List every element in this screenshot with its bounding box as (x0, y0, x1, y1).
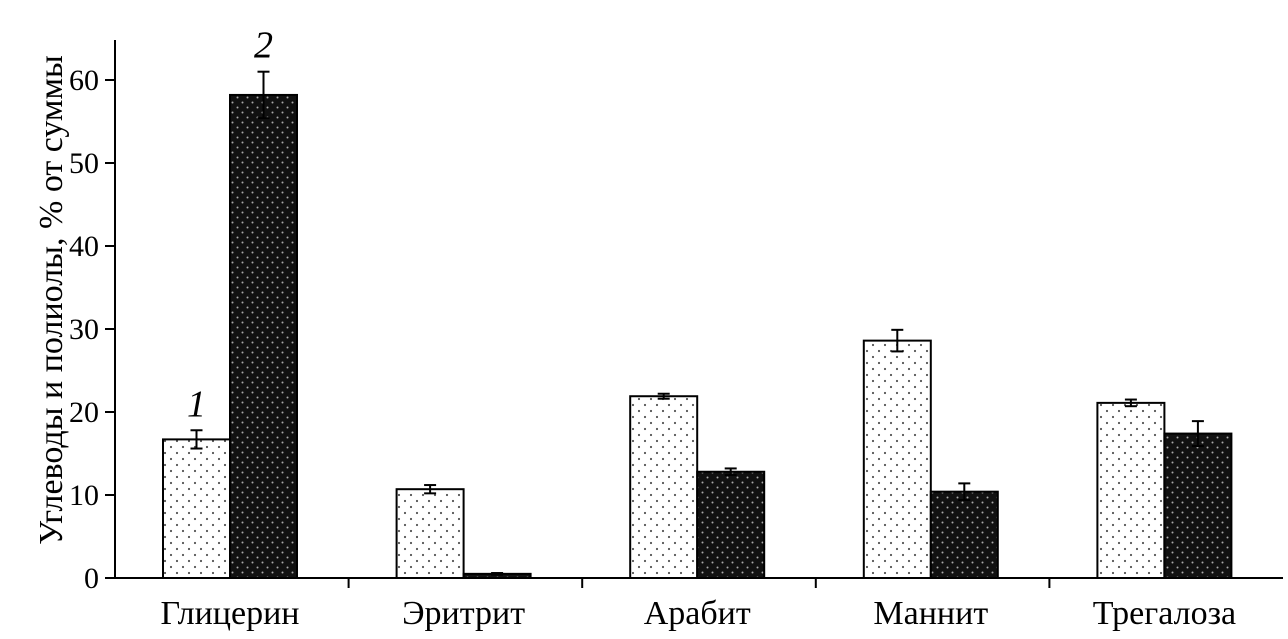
error-bar (958, 482, 971, 501)
bar-series-2-1 (229, 93, 298, 579)
bar-series-1-4 (862, 339, 932, 579)
series-labels: 12 (187, 25, 273, 426)
error-bar (891, 328, 904, 353)
y-tick-label: 50 (69, 147, 99, 180)
x-category-label: Эритрит (402, 595, 525, 632)
error-bar (190, 429, 203, 450)
x-category-label: Глицерин (161, 595, 300, 632)
error-bar (724, 467, 737, 477)
y-tick-label: 10 (69, 479, 99, 512)
bar-series-2-5 (1163, 432, 1233, 579)
y-axis-ticks: 0 10 20 30 40 50 60 (69, 64, 115, 595)
bar-series-1-5 (1096, 401, 1166, 579)
bar-series-2-4 (929, 490, 999, 579)
error-bar (1124, 398, 1137, 408)
x-category-label: Арабит (644, 595, 751, 632)
y-axis-title: Углеводы и полиолы, % от суммы (33, 55, 70, 545)
y-tick-label: 0 (84, 562, 99, 595)
x-axis-ticks: Глицерин Эритрит Арабит Маннит Трегалоза (161, 578, 1236, 632)
error-bar (424, 484, 437, 495)
series-label-1: 1 (187, 383, 206, 425)
error-bar (657, 392, 670, 400)
bar-series-1-3 (629, 395, 699, 580)
x-category-label: Маннит (873, 595, 988, 632)
bar-series-1-2 (395, 488, 465, 579)
error-bar (257, 70, 270, 120)
y-tick-label: 60 (69, 64, 99, 97)
bar-series-1-1 (162, 438, 231, 580)
error-bars (190, 70, 1204, 576)
error-bar (1191, 420, 1204, 448)
y-tick-label: 20 (69, 396, 99, 429)
y-tick-label: 40 (69, 230, 99, 263)
error-bar (491, 572, 504, 576)
x-category-label: Трегалоза (1093, 595, 1236, 632)
bars (162, 93, 1233, 580)
bar-series-2-3 (696, 470, 766, 580)
series-label-2: 2 (254, 25, 273, 67)
y-tick-label: 30 (69, 313, 99, 346)
